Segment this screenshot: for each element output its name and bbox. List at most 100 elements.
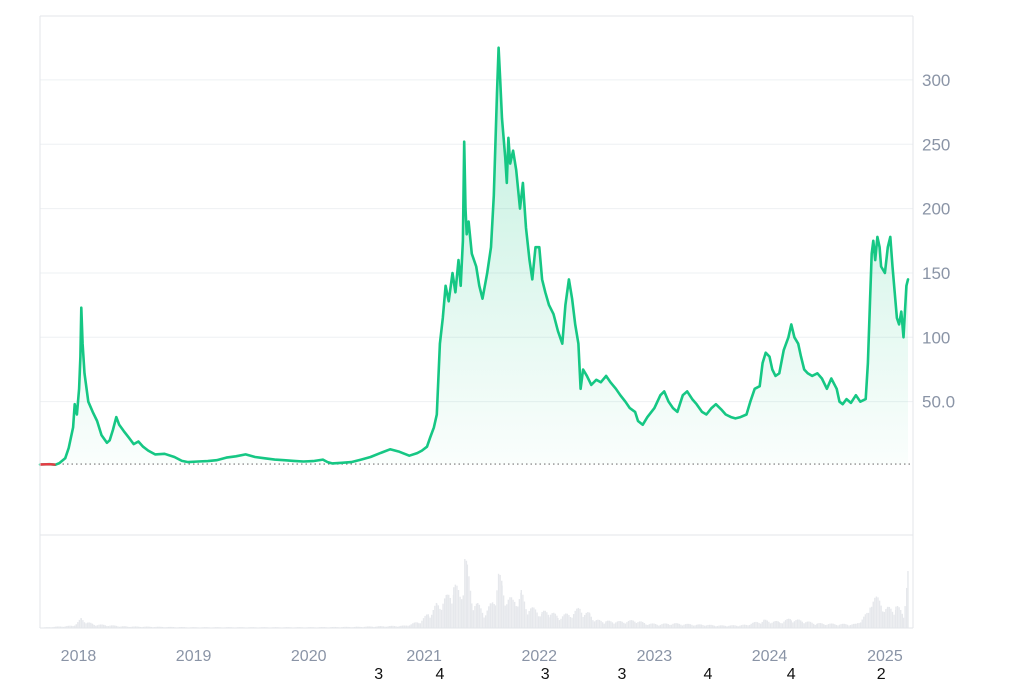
volume-bar bbox=[433, 610, 434, 628]
volume-bar bbox=[622, 622, 623, 628]
volume-bar bbox=[892, 612, 893, 628]
volume-bar bbox=[540, 616, 541, 628]
volume-bar bbox=[501, 586, 502, 628]
volume-bar bbox=[565, 613, 566, 628]
volume-bar bbox=[426, 614, 427, 628]
volume-bar bbox=[871, 607, 872, 628]
volume-bar bbox=[653, 624, 654, 628]
volume-bar bbox=[895, 607, 896, 628]
volume-bar bbox=[906, 588, 907, 628]
volume-bar bbox=[823, 624, 824, 628]
volume-bar bbox=[858, 623, 859, 628]
event-markers: 3 4 3 3 4 4 2 bbox=[374, 666, 885, 683]
volume-bar bbox=[623, 623, 624, 628]
volume-bar bbox=[448, 595, 449, 628]
volume-bar bbox=[868, 613, 869, 628]
volume-bar bbox=[675, 623, 676, 628]
volume-bar bbox=[873, 602, 874, 628]
volume-bar bbox=[642, 622, 643, 628]
volume-bar bbox=[897, 606, 898, 628]
volume-bar bbox=[584, 615, 585, 628]
volume-bar bbox=[688, 624, 689, 628]
volume-bar bbox=[645, 625, 646, 628]
volume-bar bbox=[517, 606, 518, 628]
volume-bar bbox=[613, 624, 614, 628]
x-tick-label: 2024 bbox=[752, 648, 788, 665]
volume-bar bbox=[626, 622, 627, 628]
volume-bar bbox=[813, 624, 814, 628]
volume-bar bbox=[503, 595, 504, 628]
volume-bar bbox=[505, 606, 506, 628]
volume-bar bbox=[592, 620, 593, 628]
volume-bar bbox=[575, 611, 576, 628]
volume-bar bbox=[538, 616, 539, 628]
volume-bar bbox=[442, 604, 443, 628]
volume-bar bbox=[893, 615, 894, 628]
x-tick-label: 2020 bbox=[291, 648, 327, 665]
volume-bar bbox=[545, 611, 546, 628]
volume-bar bbox=[831, 623, 832, 628]
volume-bar bbox=[84, 622, 85, 628]
volume-bar bbox=[754, 622, 755, 628]
volume-bar bbox=[597, 620, 598, 628]
volume-bar bbox=[439, 609, 440, 628]
volume-bar bbox=[640, 621, 641, 628]
volume-bar bbox=[798, 620, 799, 628]
volume-bar bbox=[461, 599, 462, 628]
price-line-below-baseline bbox=[40, 464, 56, 465]
volume-bar bbox=[863, 617, 864, 628]
volume-bar bbox=[882, 611, 883, 628]
volume-bar bbox=[802, 623, 803, 628]
volume-bar bbox=[664, 623, 665, 628]
volume-bar bbox=[617, 621, 618, 628]
volume-bar bbox=[779, 622, 780, 628]
volume-bar bbox=[609, 621, 610, 628]
volume-bar bbox=[582, 617, 583, 628]
volume-bar bbox=[820, 623, 821, 628]
volume-bar bbox=[677, 623, 678, 628]
volume-bar bbox=[476, 604, 477, 628]
volume-bar bbox=[757, 622, 758, 628]
volume-bar bbox=[493, 604, 494, 628]
x-tick-label: 2023 bbox=[637, 648, 673, 665]
volume-bar bbox=[833, 624, 834, 628]
volume-bar bbox=[473, 610, 474, 628]
volume-bar bbox=[763, 620, 764, 628]
volume-bar bbox=[587, 612, 588, 628]
volume-bar bbox=[602, 622, 603, 628]
volume-bar bbox=[701, 625, 702, 628]
volume-bar bbox=[434, 606, 435, 628]
volume-bar bbox=[767, 621, 768, 628]
volume-bar bbox=[532, 607, 533, 628]
volume-bar bbox=[661, 624, 662, 628]
volume-bar bbox=[607, 621, 608, 628]
event-marker-label: 3 bbox=[374, 666, 383, 683]
volume-bar bbox=[655, 624, 656, 628]
volume-bar bbox=[853, 624, 854, 628]
volume-bar bbox=[771, 623, 772, 628]
volume-bar bbox=[512, 600, 513, 628]
volume-bar bbox=[690, 624, 691, 628]
volume-bar bbox=[562, 616, 563, 628]
volume-bar bbox=[468, 576, 469, 628]
volume-bar bbox=[509, 597, 510, 628]
volume-bar bbox=[524, 602, 525, 628]
volume-bar bbox=[535, 609, 536, 628]
event-marker-label: 2 bbox=[877, 666, 886, 683]
volume-bar bbox=[579, 609, 580, 628]
y-tick-label: 100 bbox=[922, 328, 950, 347]
volume-bar bbox=[817, 623, 818, 628]
volume-bar bbox=[818, 623, 819, 628]
volume-bar bbox=[441, 610, 442, 628]
volume-bar bbox=[480, 608, 481, 628]
volume-bar bbox=[76, 624, 77, 628]
volume-bar bbox=[459, 597, 460, 628]
volume-bar bbox=[586, 613, 587, 628]
volume-bar bbox=[620, 621, 621, 628]
x-tick-label: 2018 bbox=[61, 648, 97, 665]
volume-bar bbox=[530, 608, 531, 628]
volume-bar bbox=[431, 615, 432, 628]
y-tick-label: 150 bbox=[922, 264, 950, 283]
